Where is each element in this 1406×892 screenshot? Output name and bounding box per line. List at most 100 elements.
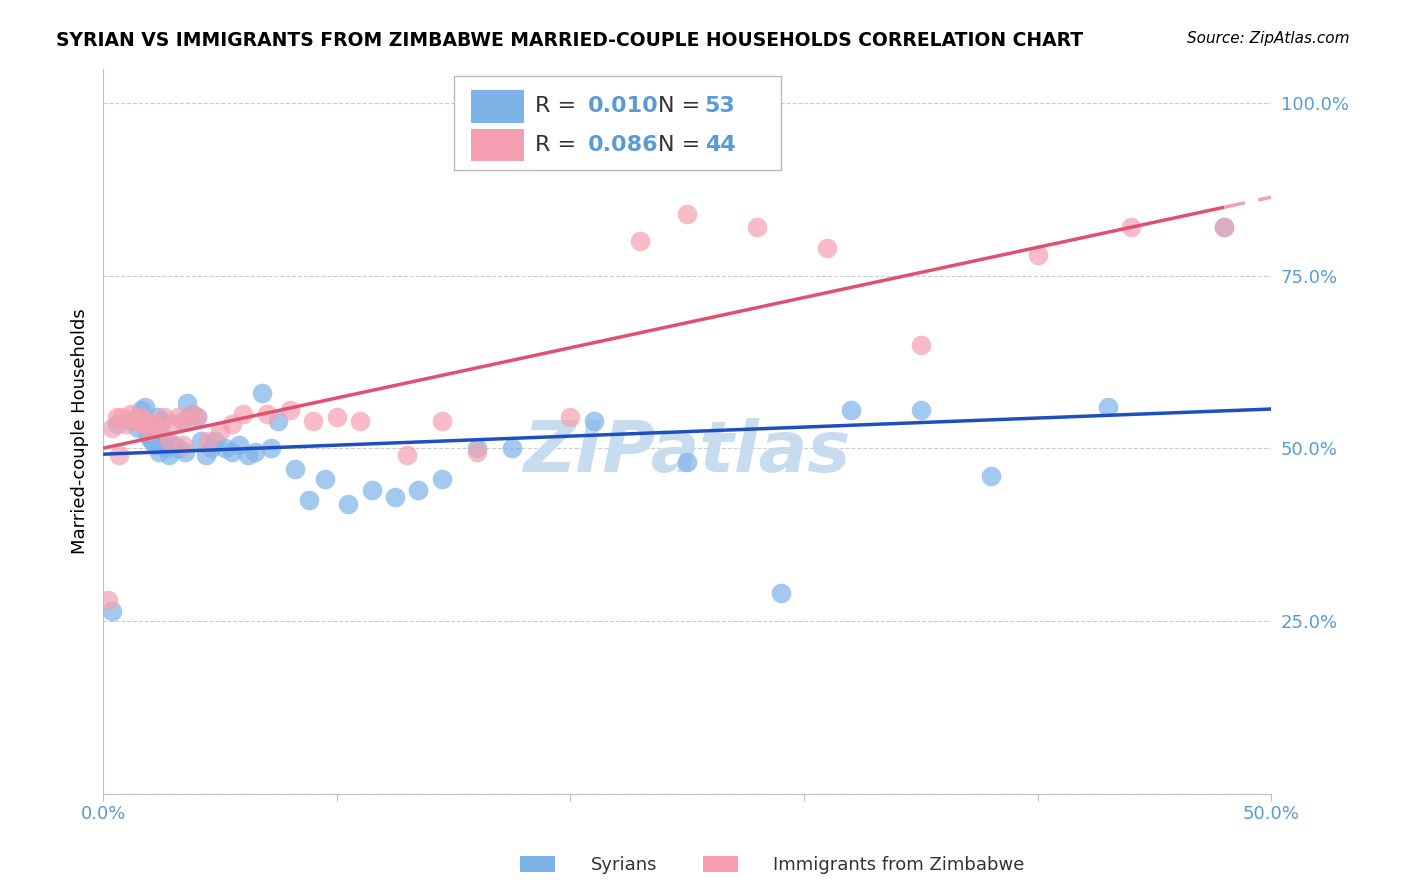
Point bbox=[120, 414, 142, 428]
Point bbox=[97, 593, 120, 607]
Point bbox=[180, 407, 202, 421]
Point bbox=[127, 414, 149, 428]
Point bbox=[153, 431, 176, 445]
Point bbox=[221, 445, 243, 459]
Point bbox=[628, 234, 651, 248]
Text: 44: 44 bbox=[704, 135, 735, 154]
Point bbox=[176, 414, 198, 428]
Point bbox=[430, 472, 453, 486]
Point bbox=[173, 445, 195, 459]
Point bbox=[134, 400, 156, 414]
Point bbox=[430, 414, 453, 428]
Point bbox=[190, 434, 212, 449]
Point bbox=[337, 497, 360, 511]
Point bbox=[167, 442, 190, 456]
Point bbox=[769, 586, 792, 600]
Point bbox=[465, 442, 488, 456]
Point bbox=[139, 431, 162, 445]
Point bbox=[200, 442, 222, 456]
Point bbox=[1097, 400, 1119, 414]
Point bbox=[127, 420, 149, 434]
Text: N =: N = bbox=[658, 96, 707, 116]
Point bbox=[146, 410, 169, 425]
Point bbox=[162, 438, 184, 452]
Point bbox=[384, 490, 406, 504]
Text: Immigrants from Zimbabwe: Immigrants from Zimbabwe bbox=[773, 856, 1025, 874]
Text: 0.010: 0.010 bbox=[588, 96, 658, 116]
Point bbox=[157, 448, 180, 462]
Point bbox=[408, 483, 430, 497]
Text: N =: N = bbox=[658, 135, 707, 154]
Text: R =: R = bbox=[536, 96, 583, 116]
Point bbox=[815, 241, 838, 255]
Point bbox=[560, 410, 582, 425]
Text: ZIPatlas: ZIPatlas bbox=[523, 418, 851, 487]
Point bbox=[101, 420, 124, 434]
Point bbox=[910, 403, 932, 417]
Point bbox=[197, 434, 219, 449]
Point bbox=[143, 417, 166, 432]
Point bbox=[194, 448, 217, 462]
Point bbox=[267, 414, 290, 428]
Point bbox=[204, 434, 226, 449]
Point bbox=[214, 442, 236, 456]
Point bbox=[298, 493, 321, 508]
Point bbox=[172, 438, 194, 452]
Point bbox=[1119, 220, 1142, 235]
Text: 0.086: 0.086 bbox=[588, 135, 658, 154]
Point bbox=[129, 403, 152, 417]
Point bbox=[676, 455, 699, 469]
Point bbox=[314, 472, 336, 486]
Point bbox=[108, 448, 131, 462]
Point bbox=[136, 414, 159, 428]
Point bbox=[176, 396, 198, 410]
Point bbox=[465, 445, 488, 459]
Point bbox=[167, 410, 190, 425]
Point bbox=[747, 220, 769, 235]
Point bbox=[101, 604, 124, 618]
Point bbox=[325, 410, 347, 425]
Point bbox=[186, 410, 208, 425]
Point bbox=[221, 417, 243, 432]
Text: Syrians: Syrians bbox=[591, 856, 657, 874]
Point bbox=[139, 424, 162, 438]
Point bbox=[243, 445, 266, 459]
Point bbox=[157, 434, 180, 449]
Point bbox=[228, 438, 250, 452]
Point bbox=[278, 403, 301, 417]
Text: SYRIAN VS IMMIGRANTS FROM ZIMBABWE MARRIED-COUPLE HOUSEHOLDS CORRELATION CHART: SYRIAN VS IMMIGRANTS FROM ZIMBABWE MARRI… bbox=[56, 31, 1084, 50]
Y-axis label: Married-couple Households: Married-couple Households bbox=[72, 309, 89, 554]
Point bbox=[839, 403, 862, 417]
Point bbox=[148, 420, 170, 434]
Point bbox=[125, 414, 148, 428]
Point bbox=[143, 438, 166, 452]
Text: R =: R = bbox=[536, 135, 583, 154]
Text: 53: 53 bbox=[704, 96, 735, 116]
Point bbox=[1026, 248, 1049, 262]
Point bbox=[232, 407, 254, 421]
Point bbox=[105, 417, 128, 432]
Point bbox=[980, 469, 1002, 483]
Text: Source: ZipAtlas.com: Source: ZipAtlas.com bbox=[1187, 31, 1350, 46]
Point bbox=[250, 386, 273, 401]
Point bbox=[360, 483, 382, 497]
Point bbox=[349, 414, 371, 428]
Point bbox=[284, 462, 307, 476]
Point bbox=[501, 442, 523, 456]
FancyBboxPatch shape bbox=[471, 128, 523, 161]
Point bbox=[115, 417, 138, 432]
Point bbox=[141, 434, 163, 449]
Point bbox=[1213, 220, 1236, 235]
Point bbox=[910, 338, 932, 352]
Point bbox=[186, 410, 208, 425]
Point bbox=[256, 407, 278, 421]
Point bbox=[260, 442, 283, 456]
Point bbox=[136, 427, 159, 442]
Point bbox=[1213, 220, 1236, 235]
Point bbox=[111, 410, 134, 425]
Point bbox=[134, 417, 156, 432]
Point bbox=[236, 448, 259, 462]
Point bbox=[105, 410, 128, 425]
FancyBboxPatch shape bbox=[454, 76, 780, 170]
Point bbox=[395, 448, 418, 462]
